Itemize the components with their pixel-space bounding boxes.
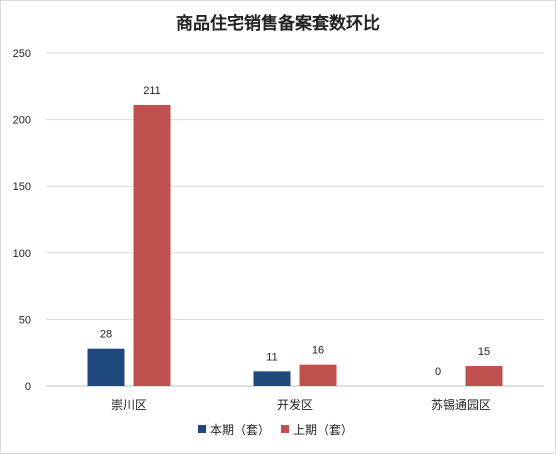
y-tick-label: 150: [13, 181, 31, 193]
x-tick-label: 开发区: [277, 397, 313, 412]
chart-title: 商品住宅销售备案套数环比: [176, 13, 380, 33]
bar: [465, 366, 503, 386]
gridlines: [46, 52, 544, 387]
data-label: 15: [478, 346, 490, 358]
bar: [253, 371, 291, 386]
bar: [299, 364, 337, 386]
y-tick-label: 50: [19, 314, 31, 326]
y-axis-tick-labels: 0 50 100 150 200 250: [13, 48, 31, 393]
bar: [87, 348, 125, 386]
legend-label: 本期（套）: [210, 423, 270, 437]
y-tick-label: 0: [25, 381, 31, 393]
bar: [133, 104, 171, 386]
data-label: 11: [266, 351, 277, 363]
legend-swatch: [281, 425, 289, 433]
y-tick-label: 250: [13, 48, 31, 60]
bars: [87, 104, 503, 386]
data-label: 0: [435, 366, 441, 378]
legend-label: 上期（套）: [293, 423, 353, 437]
data-label: 28: [100, 329, 112, 341]
legend-swatch: [198, 425, 206, 433]
y-tick-label: 100: [13, 248, 31, 260]
legend: 本期（套） 上期（套）: [198, 423, 353, 437]
x-tick-label: 苏锡通园区: [431, 397, 491, 412]
y-tick-label: 200: [13, 115, 31, 127]
data-label: 16: [312, 345, 324, 357]
x-axis-tick-labels: 崇川区 开发区 苏锡通园区: [111, 397, 491, 412]
data-label: 211: [143, 85, 161, 97]
x-tick-label: 崇川区: [111, 398, 147, 412]
data-labels: 28 211 11 16 0 15: [100, 85, 490, 378]
